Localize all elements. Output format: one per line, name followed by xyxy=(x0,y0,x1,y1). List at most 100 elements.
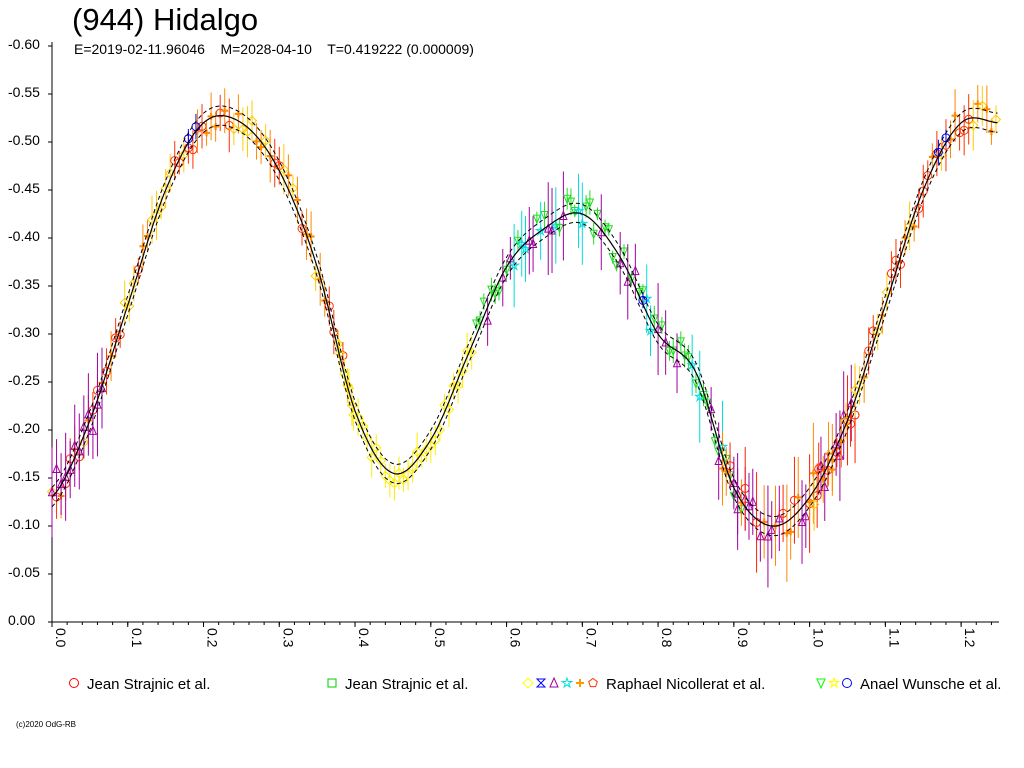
data-points-group xyxy=(46,85,1002,588)
circle-marker xyxy=(864,346,874,356)
down-triangle-marker xyxy=(581,202,591,213)
cross-marker xyxy=(910,223,918,231)
down-triangle-marker xyxy=(532,214,542,225)
circle-marker xyxy=(329,327,339,337)
triangle-marker xyxy=(525,234,534,245)
y-tick-label: -0.25 xyxy=(8,372,40,388)
fit-curve-line xyxy=(51,114,998,527)
triangle-marker xyxy=(623,276,633,286)
cross-marker xyxy=(718,464,726,472)
circle-marker xyxy=(270,158,280,168)
triangle-marker xyxy=(653,323,663,334)
star-marker xyxy=(515,237,528,249)
axes-group: -0.60 -0.55 -0.50 -0.45 -0.40 -0.35 -0.30 -0.25… xyxy=(8,36,999,648)
diamond-marker xyxy=(119,297,130,308)
copyright-text: (c)2020 OdG-RB xyxy=(16,720,77,729)
down-triangle-marker xyxy=(562,194,572,205)
cross-marker xyxy=(284,171,292,179)
triangle-marker xyxy=(47,486,57,497)
diamond-marker xyxy=(904,220,915,231)
y-tick-label: -0.05 xyxy=(8,564,40,580)
pentagon-marker xyxy=(588,677,598,688)
triangle-marker xyxy=(547,224,557,235)
triangle-marker xyxy=(543,222,553,233)
diamond-marker xyxy=(854,380,865,391)
x-tick-label: 1.1 xyxy=(886,628,902,648)
triangle-marker xyxy=(97,382,107,393)
chart-title: (944) Hidalgo xyxy=(72,2,259,37)
down-triangle-marker xyxy=(619,247,629,258)
diamond-marker xyxy=(371,442,382,454)
down-triangle-marker xyxy=(600,223,610,233)
circle-marker xyxy=(297,223,307,233)
circle-marker xyxy=(842,678,852,688)
fit-curve-lower xyxy=(51,124,998,537)
triangle-marker xyxy=(528,238,538,248)
triangle-marker xyxy=(549,676,559,688)
diamond-marker xyxy=(430,435,441,446)
down-triangle-marker xyxy=(471,319,481,330)
triangle-marker xyxy=(756,530,765,541)
diamond-marker xyxy=(339,368,350,379)
down-triangle-marker xyxy=(691,379,701,389)
circle-marker xyxy=(188,145,198,155)
cross-marker xyxy=(901,234,909,242)
cross-marker xyxy=(983,105,991,113)
square-marker xyxy=(327,678,337,688)
cross-marker xyxy=(576,679,584,687)
triangle-marker xyxy=(84,408,93,419)
cross-marker xyxy=(139,242,147,250)
star-marker xyxy=(519,242,532,255)
circle-marker xyxy=(832,448,842,458)
diamond-marker xyxy=(398,474,409,486)
triangle-marker xyxy=(797,516,807,527)
cross-marker xyxy=(794,493,802,501)
star-marker xyxy=(644,324,657,336)
legend-label: Anael Wunsche et al. xyxy=(860,676,1001,693)
legend-label: Jean Strajnic et al. xyxy=(345,676,468,693)
down-triangle-marker xyxy=(540,211,549,221)
cross-marker xyxy=(253,137,261,145)
cross-marker xyxy=(787,528,795,536)
legend-label: Jean Strajnic et al. xyxy=(87,676,210,693)
y-tick-label: 0.00 xyxy=(8,612,35,628)
down-triangle-marker xyxy=(668,346,678,357)
triangle-marker xyxy=(767,524,776,534)
diamond-marker xyxy=(411,446,423,457)
cross-marker xyxy=(828,466,836,474)
circle-marker xyxy=(955,128,965,138)
triangle-marker xyxy=(79,421,89,431)
diamond-marker xyxy=(466,347,477,358)
cross-marker xyxy=(221,107,229,115)
diamond-marker xyxy=(287,183,299,194)
chart-subtitle: E=2019-02-11.96046 M=2028-04-10 T=0.4192… xyxy=(74,41,474,57)
x-tick-label: 1.2 xyxy=(962,628,978,648)
triangle-marker xyxy=(52,463,61,474)
y-tick-label: -0.40 xyxy=(8,228,40,244)
diamond-marker xyxy=(522,677,534,689)
down-triangle-marker xyxy=(703,398,712,409)
triangle-marker xyxy=(65,463,75,474)
hourglass-marker xyxy=(535,678,547,688)
diamond-marker xyxy=(452,380,464,391)
diamond-marker xyxy=(402,469,414,480)
down-triangle-marker xyxy=(657,321,667,332)
diamond-marker xyxy=(278,164,290,175)
x-tick-label: 0.9 xyxy=(735,628,751,648)
y-tick-label: -0.45 xyxy=(8,180,40,196)
star-marker xyxy=(693,390,706,402)
legend-group: Jean Strajnic et al. Jean Strajnic et al.… xyxy=(69,676,1001,693)
star-marker xyxy=(827,676,841,689)
circle-marker xyxy=(896,259,906,269)
triangle-marker xyxy=(801,510,811,521)
x-tick-label: 0.7 xyxy=(583,628,599,648)
x-tick-label: 0.3 xyxy=(280,628,296,648)
circle-marker xyxy=(964,114,974,124)
down-triangle-marker xyxy=(650,314,659,325)
triangle-marker xyxy=(61,471,70,481)
down-triangle-marker xyxy=(604,225,614,236)
down-triangle-marker xyxy=(676,337,686,348)
down-triangle-marker xyxy=(566,197,576,208)
cross-marker xyxy=(257,143,265,151)
